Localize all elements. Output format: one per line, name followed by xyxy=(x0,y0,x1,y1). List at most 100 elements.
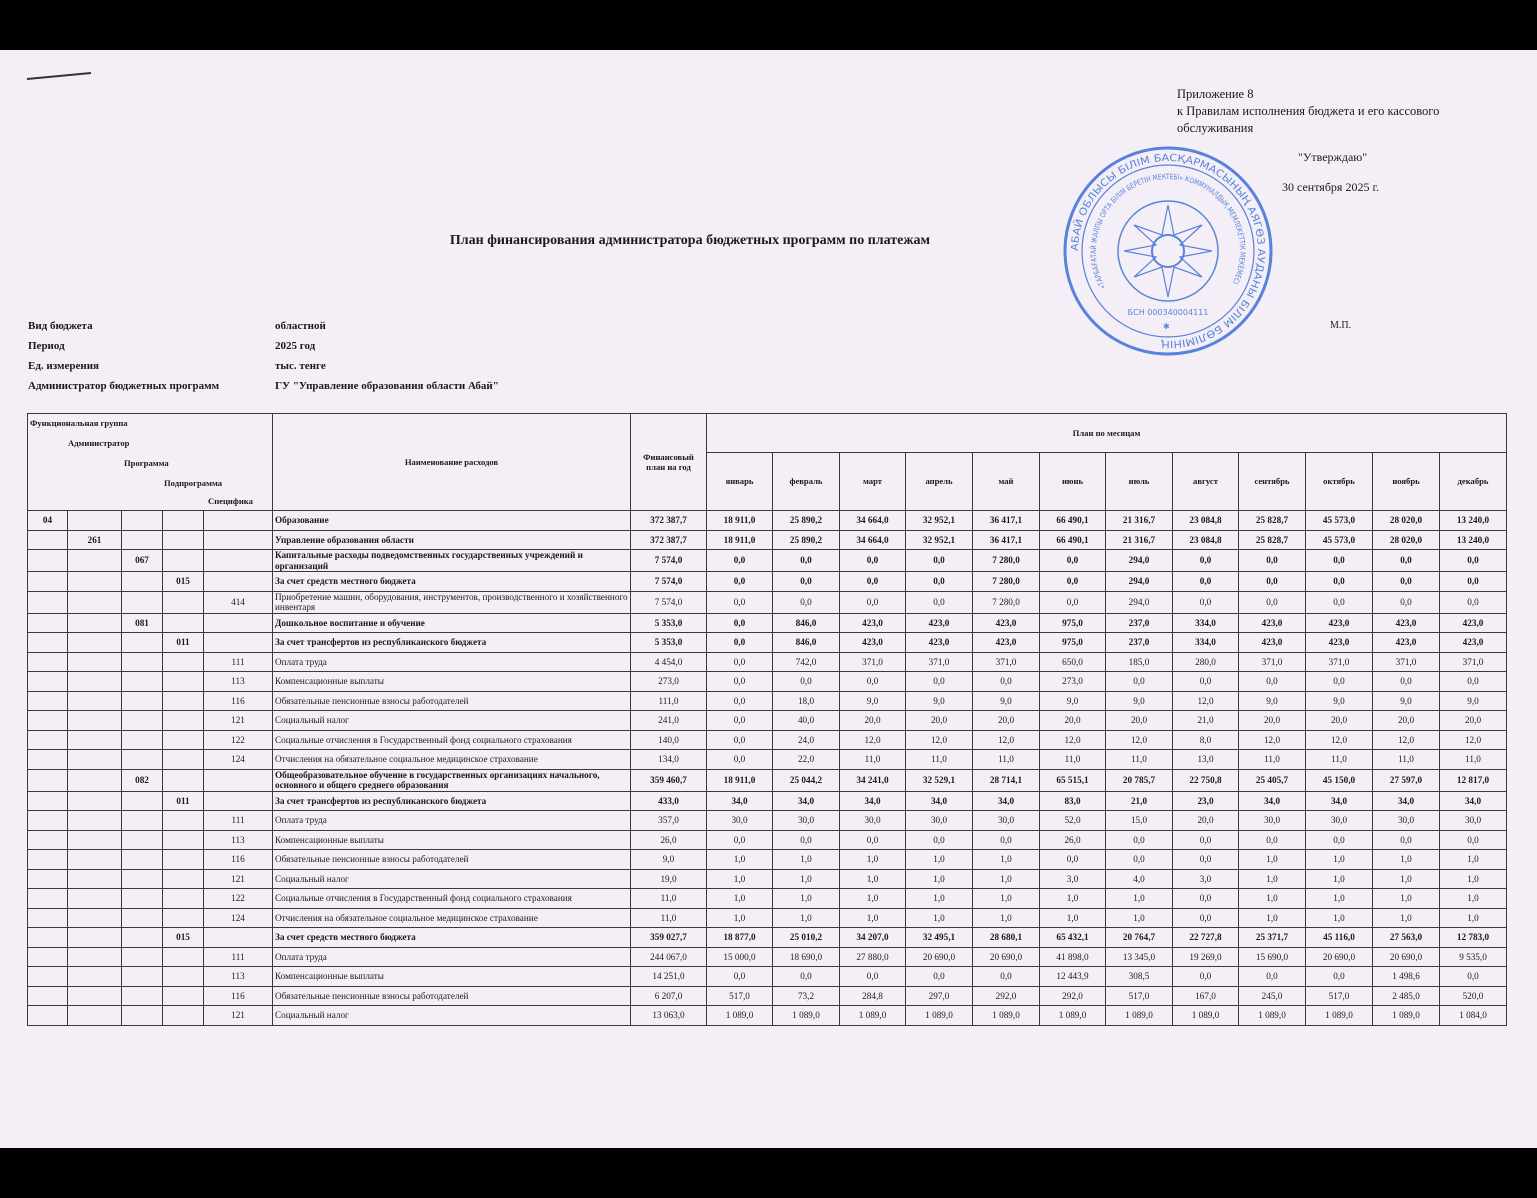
month-value: 13 240,0 xyxy=(1439,529,1507,550)
expense-name: Компенсационные выплаты xyxy=(272,671,631,692)
month-value: 650,0 xyxy=(1039,651,1106,672)
month-value: 30,0 xyxy=(905,810,973,831)
month-value: 423,0 xyxy=(1372,632,1440,653)
code-program xyxy=(121,671,163,692)
month-value: 0,0 xyxy=(706,590,773,614)
month-value: 0,0 xyxy=(972,829,1040,850)
expense-name: Компенсационные выплаты xyxy=(272,966,631,987)
month-value: 0,0 xyxy=(905,571,973,592)
code-administrator xyxy=(67,710,122,731)
code-specifics: 122 xyxy=(203,888,273,909)
table-row: 261 Управление образования области 372 387… xyxy=(27,529,1507,550)
code-functional-group xyxy=(27,829,68,850)
code-specifics xyxy=(203,510,273,531)
month-value: 371,0 xyxy=(1238,651,1306,672)
month-value: 9,0 xyxy=(839,690,906,711)
annual-plan-value: 4 454,0 xyxy=(630,651,707,672)
code-administrator xyxy=(67,829,122,850)
table-row: 067 Капитальные расходы подведомственных … xyxy=(27,549,1507,572)
month-value: 1 089,0 xyxy=(839,1005,906,1026)
header-month: апрель xyxy=(905,452,973,511)
month-value: 3,0 xyxy=(1039,868,1106,889)
month-value: 1 089,0 xyxy=(1305,1005,1373,1026)
code-administrator xyxy=(67,549,122,572)
month-value: 21,0 xyxy=(1105,790,1173,811)
month-value: 9,0 xyxy=(972,690,1040,711)
annual-plan-value: 11,0 xyxy=(630,907,707,928)
pen-mark-decoration xyxy=(26,72,92,80)
code-specifics: 111 xyxy=(203,651,273,672)
month-value: 30,0 xyxy=(972,810,1040,831)
month-value: 20 764,7 xyxy=(1105,927,1173,948)
month-value: 245,0 xyxy=(1238,985,1306,1006)
month-value: 13 240,0 xyxy=(1439,510,1507,531)
month-value: 66 490,1 xyxy=(1039,529,1106,550)
month-value: 1,0 xyxy=(772,907,840,928)
month-value: 20 690,0 xyxy=(1305,946,1373,967)
expense-name: Управление образования области xyxy=(272,529,631,550)
code-administrator xyxy=(67,690,122,711)
document-title: План финансирования администратора бюдже… xyxy=(449,233,931,248)
code-program xyxy=(121,946,163,967)
month-value: 22,0 xyxy=(772,749,840,770)
month-value: 0,0 xyxy=(706,690,773,711)
approval-label: "Утверждаю" xyxy=(1298,150,1368,164)
document-page: Приложение 8 к Правилам исполнения бюдже… xyxy=(0,50,1537,1148)
header-expense-name: Наименование расходов xyxy=(272,413,631,511)
month-value: 0,0 xyxy=(706,571,773,592)
code-functional-group xyxy=(27,651,68,672)
code-functional-group xyxy=(27,529,68,550)
month-value: 0,0 xyxy=(1039,849,1106,870)
table-row: 116 Обязательные пенсионные взносы работо… xyxy=(27,690,1507,711)
table-row: 011 За счет трансфертов из республиканско… xyxy=(27,632,1507,653)
month-value: 742,0 xyxy=(772,651,840,672)
code-program xyxy=(121,907,163,928)
month-value: 18 911,0 xyxy=(706,768,773,792)
month-value: 1,0 xyxy=(1238,907,1306,928)
table-row: 011 За счет трансфертов из республиканско… xyxy=(27,790,1507,811)
month-value: 0,0 xyxy=(1172,671,1239,692)
month-value: 517,0 xyxy=(1305,985,1373,1006)
month-value: 0,0 xyxy=(905,671,973,692)
code-program xyxy=(121,651,163,672)
code-functional-group xyxy=(27,868,68,889)
month-value: 334,0 xyxy=(1172,612,1239,633)
month-value: 0,0 xyxy=(972,966,1040,987)
month-value: 30,0 xyxy=(1305,810,1373,831)
code-functional-group xyxy=(27,790,68,811)
month-value: 423,0 xyxy=(1372,612,1440,633)
month-value: 1,0 xyxy=(972,888,1040,909)
month-value: 371,0 xyxy=(1439,651,1507,672)
month-value: 0,0 xyxy=(1039,571,1106,592)
month-value: 1,0 xyxy=(1238,849,1306,870)
month-value: 1,0 xyxy=(839,868,906,889)
month-value: 73,2 xyxy=(772,985,840,1006)
month-value: 1,0 xyxy=(772,868,840,889)
month-value: 280,0 xyxy=(1172,651,1239,672)
code-program xyxy=(121,985,163,1006)
month-value: 292,0 xyxy=(972,985,1040,1006)
table-row: 113 Компенсационные выплаты 26,0 0,0 0,0 0,0 0… xyxy=(27,829,1507,850)
table-row: 414 Приобретение машин, оборудования, инс… xyxy=(27,590,1507,614)
header-month: ноябрь xyxy=(1372,452,1440,511)
month-value: 0,0 xyxy=(1238,671,1306,692)
expense-name: Капитальные расходы подведомственных гос… xyxy=(272,549,631,572)
month-value: 0,0 xyxy=(772,549,840,572)
code-subprogram xyxy=(162,829,204,850)
svg-text:АБАЙ ОБЛЫСЫ БІЛІМ БАСҚАРМАСЫНЫ: АБАЙ ОБЛЫСЫ БІЛІМ БАСҚАРМАСЫНЫҢ АЯГӨЗ АУ… xyxy=(1070,153,1266,349)
code-functional-group xyxy=(27,571,68,592)
code-functional-group xyxy=(27,810,68,831)
month-value: 9 535,0 xyxy=(1439,946,1507,967)
table-row: 121 Социальный налог 19,0 1,0 1,0 1,0 1,0 1,0 3,… xyxy=(27,868,1507,889)
month-value: 308,5 xyxy=(1105,966,1173,987)
table-row: 113 Компенсационные выплаты 273,0 0,0 0,0 0,0… xyxy=(27,671,1507,692)
month-value: 20 690,0 xyxy=(972,946,1040,967)
annual-plan-value: 372 387,7 xyxy=(630,510,707,531)
month-value: 0,0 xyxy=(1372,671,1440,692)
code-functional-group xyxy=(27,1005,68,1026)
code-subprogram xyxy=(162,946,204,967)
month-value: 0,0 xyxy=(905,549,973,572)
header-month: март xyxy=(839,452,906,511)
month-value: 0,0 xyxy=(772,829,840,850)
month-value: 294,0 xyxy=(1105,549,1173,572)
